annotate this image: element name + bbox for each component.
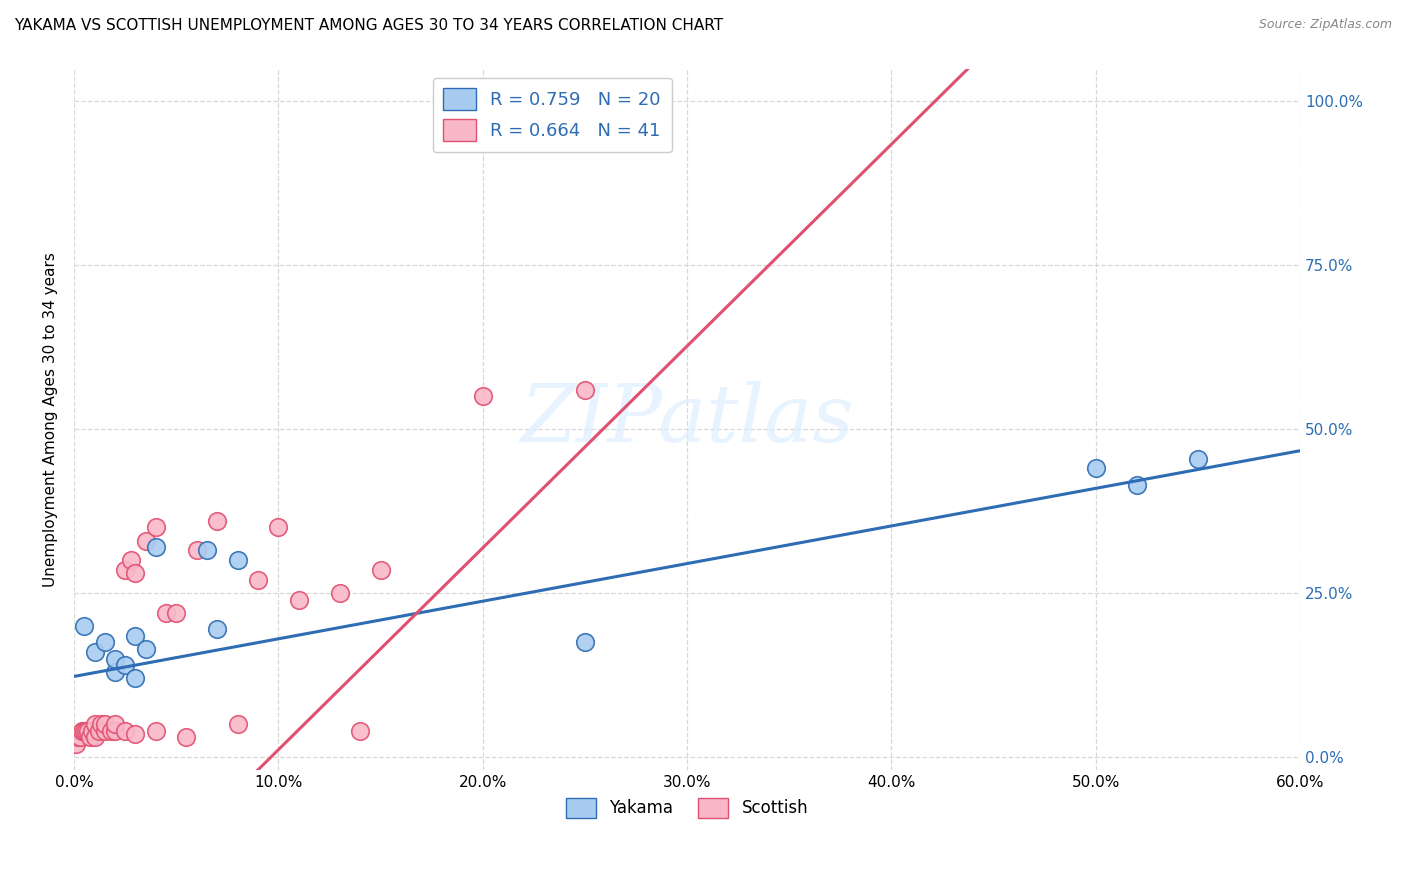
Point (145, 540, 167, 554)
Point (145, 723, 167, 738)
Text: Source: ZipAtlas.com: Source: ZipAtlas.com (1258, 18, 1392, 31)
Point (100, 723, 122, 738)
Point (267, 520, 290, 534)
Point (67, 730, 90, 744)
Point (349, 723, 371, 738)
Point (87, 723, 110, 738)
Point (83, 717, 105, 731)
Point (155, 606, 177, 620)
Point (574, 635, 596, 649)
Point (104, 651, 127, 665)
Point (1187, 451, 1209, 466)
Point (124, 566, 146, 581)
Point (104, 717, 127, 731)
Point (77, 723, 100, 738)
Point (93, 717, 115, 731)
Point (124, 727, 146, 741)
Point (1084, 461, 1107, 475)
Point (114, 563, 136, 577)
Point (471, 389, 494, 403)
Point (246, 573, 269, 587)
Point (145, 520, 167, 534)
Point (370, 563, 392, 577)
Point (1125, 478, 1147, 492)
Point (114, 658, 136, 673)
Point (83, 730, 105, 744)
Point (73, 619, 96, 633)
Point (176, 730, 198, 744)
Point (636, 95, 658, 109)
Point (186, 543, 208, 558)
Point (165, 606, 187, 620)
Point (79, 730, 101, 744)
Point (195, 543, 218, 558)
Legend: Yakama, Scottish: Yakama, Scottish (560, 791, 815, 825)
Point (93, 635, 115, 649)
Point (124, 671, 146, 685)
Point (205, 622, 228, 636)
Point (226, 717, 249, 731)
Point (73, 723, 96, 738)
Point (65, 737, 87, 751)
Point (90, 717, 112, 731)
Point (83, 645, 105, 659)
Point (69, 730, 91, 744)
Text: ZIPatlas: ZIPatlas (520, 381, 853, 458)
Point (72, 723, 94, 738)
Point (75, 723, 97, 738)
Point (104, 723, 127, 738)
Point (120, 553, 142, 567)
Point (124, 629, 146, 643)
Point (135, 533, 157, 548)
Point (93, 723, 115, 738)
Point (82, 723, 104, 738)
Text: YAKAMA VS SCOTTISH UNEMPLOYMENT AMONG AGES 30 TO 34 YEARS CORRELATION CHART: YAKAMA VS SCOTTISH UNEMPLOYMENT AMONG AG… (14, 18, 723, 33)
Point (288, 592, 311, 607)
Point (205, 514, 228, 528)
Point (104, 665, 127, 679)
Point (226, 553, 249, 567)
Point (574, 383, 596, 397)
Point (114, 723, 136, 738)
Y-axis label: Unemployment Among Ages 30 to 34 years: Unemployment Among Ages 30 to 34 years (44, 252, 58, 587)
Point (135, 641, 157, 656)
Point (329, 586, 352, 600)
